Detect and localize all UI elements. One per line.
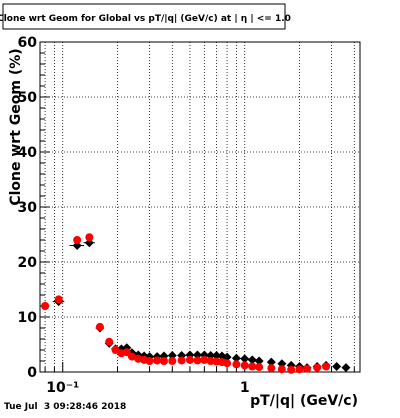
data-point-red: [168, 357, 177, 365]
data-point-red: [177, 356, 186, 365]
data-point-red: [159, 357, 168, 365]
data-point-red: [145, 357, 154, 365]
data-point-red: [85, 233, 94, 242]
data-point-black: [240, 354, 250, 364]
data-point-red: [313, 363, 322, 372]
data-point-red: [322, 362, 331, 371]
x-axis-label: pT/|q| (GeV/c): [250, 393, 358, 409]
data-point-red: [185, 355, 194, 364]
x-tick-label: 10⁻¹: [46, 380, 79, 396]
y-tick-label: 60: [18, 35, 38, 51]
data-point-black: [247, 355, 257, 365]
data-point-black: [254, 356, 264, 366]
grid: [40, 42, 360, 372]
data-point-red: [295, 365, 304, 374]
y-axis-label: Clone wrt Geom (%): [8, 48, 24, 205]
data-point-red: [267, 364, 276, 373]
data-point-red: [153, 356, 162, 365]
y-tick-label: 30: [18, 200, 38, 216]
data-point-red: [105, 337, 114, 346]
data-point-red: [223, 359, 232, 368]
data-point-red: [248, 362, 257, 371]
footer-timestamp: Tue Jul 3 09:28:46 2018: [4, 402, 126, 412]
data-point-red: [127, 352, 136, 361]
data-point-red: [200, 355, 209, 364]
data-point-red: [73, 236, 82, 244]
y-axis: 0 10 20 30 40 50 60: [18, 35, 50, 381]
data-point-red: [255, 363, 264, 372]
y-tick-label: 0: [27, 365, 37, 381]
data-point-black: [231, 353, 241, 363]
data-point-red: [277, 365, 286, 374]
data-point-red: [287, 365, 296, 374]
data-point-red: [95, 322, 104, 331]
data-point-red: [111, 346, 120, 354]
data-point-red: [206, 357, 215, 365]
data-markers: [40, 233, 351, 374]
data-point-black: [212, 351, 222, 360]
data-point-black: [341, 363, 351, 373]
y-tick-label: 50: [18, 90, 38, 106]
title-box: [2, 3, 286, 30]
x-tick-label: 1: [240, 380, 250, 396]
y-tick-label: 10: [18, 310, 38, 326]
data-point-black: [332, 362, 342, 371]
data-point-red: [41, 302, 50, 310]
data-point-black: [266, 357, 276, 367]
y-tick-label: 20: [18, 255, 38, 271]
chart-title: Clone wrt Geom for Global vs pT/|q| (GeV…: [0, 14, 291, 24]
data-point-red: [240, 361, 249, 370]
data-point-red: [303, 364, 312, 373]
y-tick-label: 40: [18, 145, 38, 161]
data-point-red: [54, 295, 63, 304]
data-point-red: [232, 360, 241, 369]
data-point-red: [193, 356, 202, 365]
